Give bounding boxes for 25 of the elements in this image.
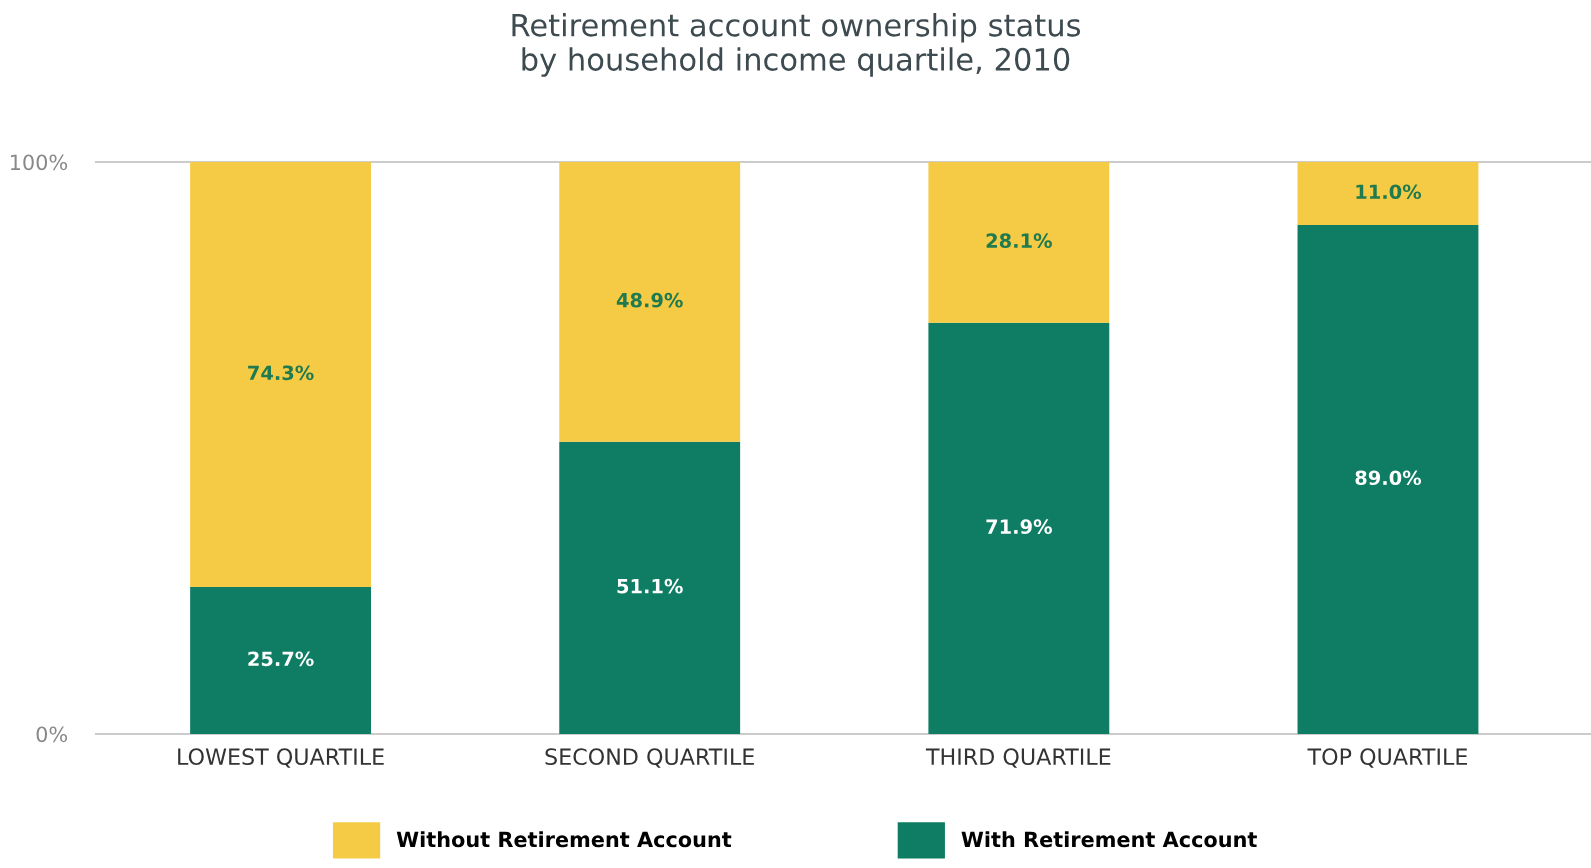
data-label: 74.3%	[248, 365, 314, 381]
bar	[928, 162, 1110, 323]
legend-label: Without Retirement Account	[396, 831, 732, 848]
y-tick-label: 0%	[36, 726, 68, 743]
x-tick-label: TOP QUARTILE	[1307, 748, 1467, 768]
data-label: 71.9%	[986, 519, 1052, 535]
legend-label: With Retirement Account	[961, 831, 1257, 848]
data-label: 11.0%	[1356, 184, 1422, 200]
bar	[190, 587, 372, 734]
y-tick-label: 100%	[10, 154, 68, 171]
x-tick-label: THIRD QUARTILE	[925, 748, 1111, 768]
bar	[559, 441, 741, 734]
data-label: 48.9%	[616, 292, 683, 308]
bar	[559, 162, 741, 442]
bar	[190, 162, 372, 587]
data-label: 28.1%	[986, 233, 1052, 249]
bar	[928, 322, 1110, 734]
data-label: 51.1%	[617, 578, 683, 594]
chart-title: Retirement account ownership status by household income quartile, 2010	[512, 13, 1081, 77]
x-tick-label: LOWEST QUARTILE	[178, 748, 384, 768]
bar	[1297, 162, 1479, 225]
bar	[1297, 224, 1479, 734]
data-label: 25.7%	[248, 651, 314, 667]
x-tick-label: SECOND QUARTILE	[545, 748, 754, 768]
data-label: 89.0%	[1355, 470, 1422, 486]
